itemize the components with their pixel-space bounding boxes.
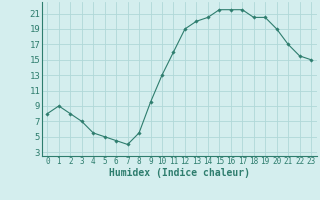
X-axis label: Humidex (Indice chaleur): Humidex (Indice chaleur) (109, 168, 250, 178)
